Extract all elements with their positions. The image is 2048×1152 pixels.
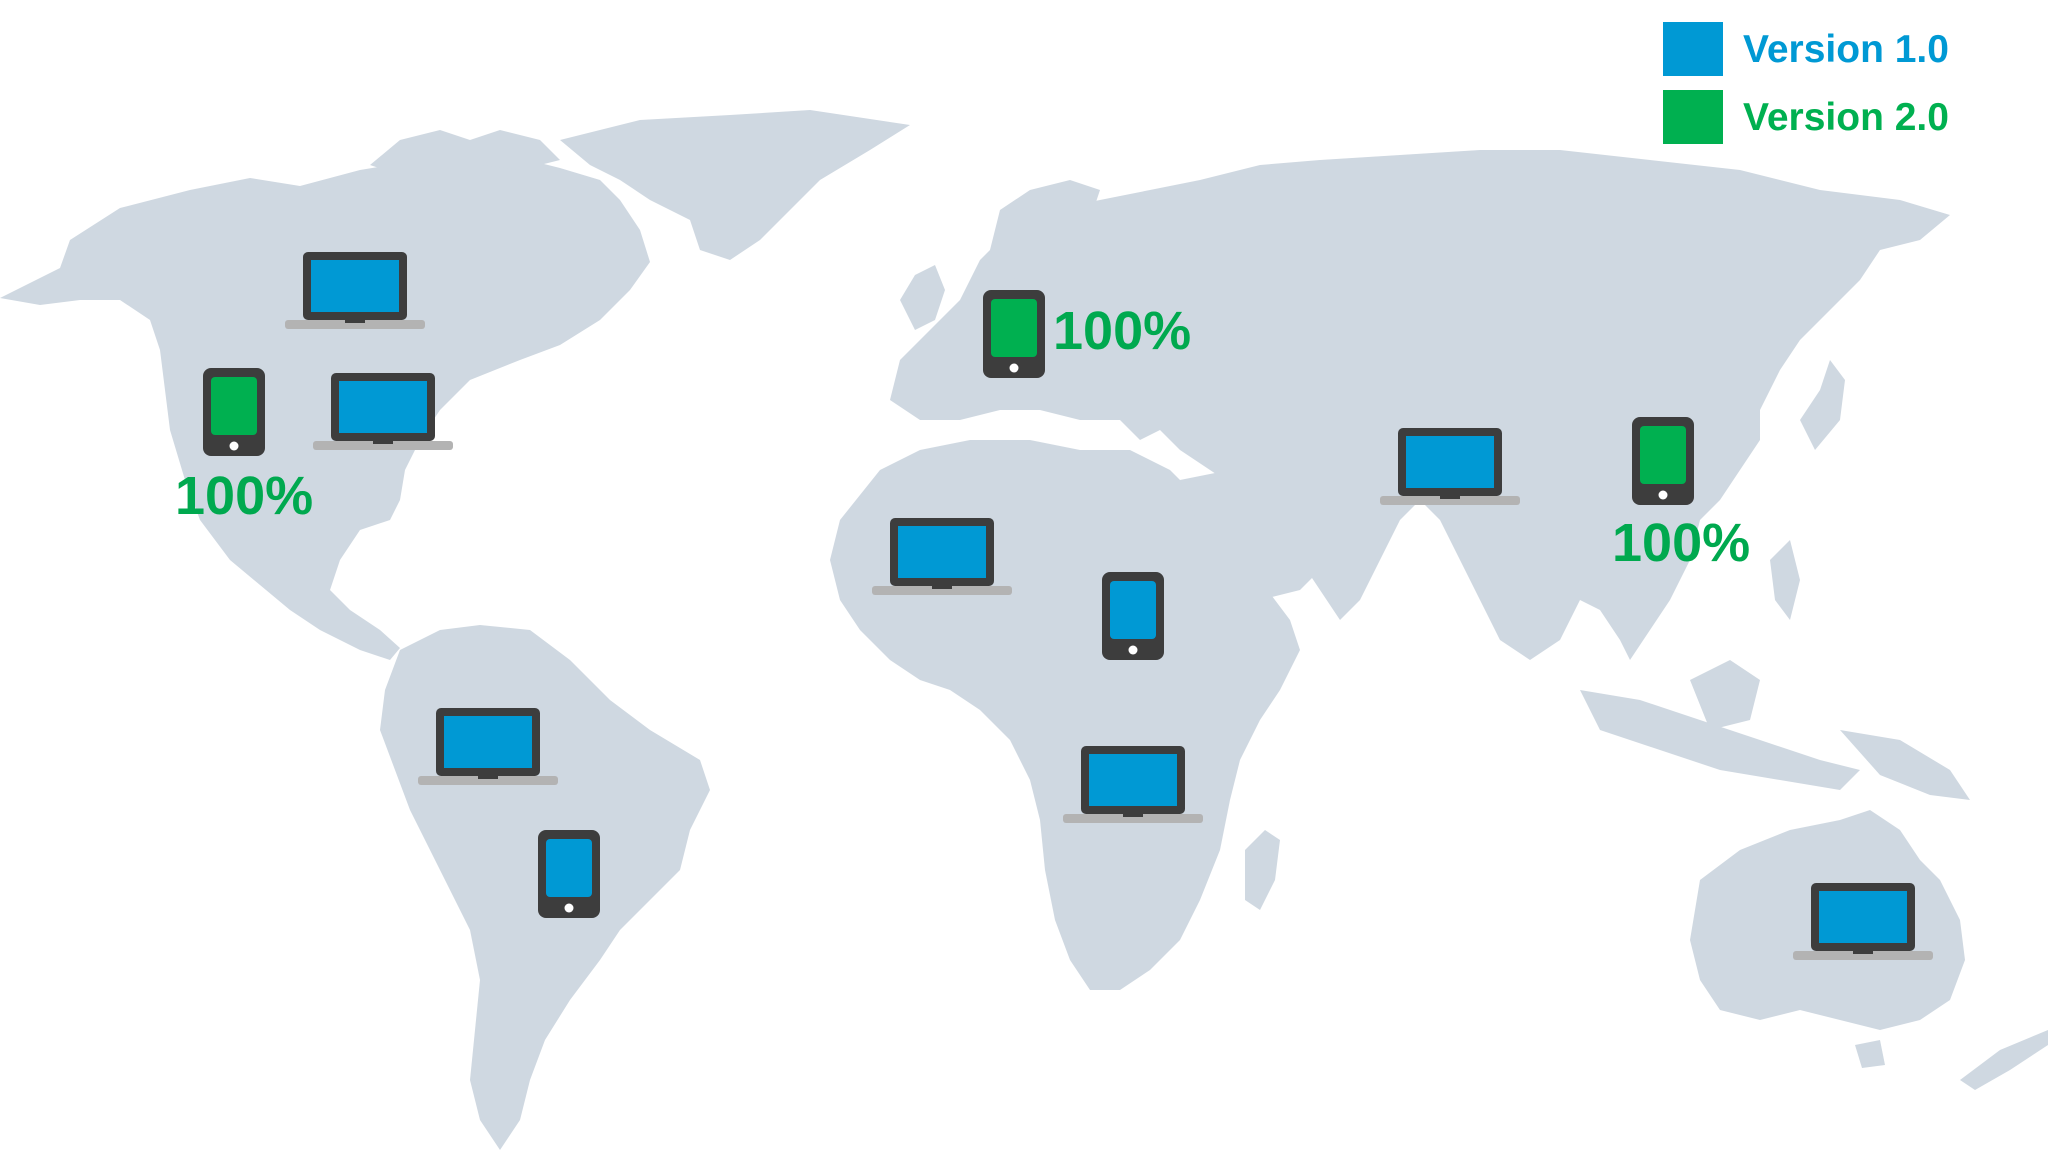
tablet-icon [203, 368, 265, 456]
madagascar-landmass [1245, 830, 1280, 910]
eurasia-landmass [890, 150, 1950, 660]
percent-label-asia: 100% [1612, 513, 1751, 573]
laptop-icon [418, 708, 558, 785]
tablet-icon [1632, 417, 1694, 505]
arabian-peninsula-landmass [1180, 470, 1330, 600]
laptop-icon [1793, 883, 1933, 960]
legend-swatch-v2 [1663, 90, 1723, 144]
laptop-icon [1063, 746, 1203, 823]
laptop-icon [872, 518, 1012, 595]
legend-label-v2: Version 2.0 [1743, 96, 1949, 139]
legend-label-v1: Version 1.0 [1743, 28, 1949, 71]
borneo-landmass [1690, 660, 1760, 730]
new-guinea-landmass [1840, 730, 1970, 800]
tablet-icon [983, 290, 1045, 378]
laptop-icon [285, 252, 425, 329]
percent-label-europe: 100% [1053, 301, 1192, 361]
philippines-landmass [1770, 540, 1800, 620]
north-america-landmass [0, 150, 650, 660]
legend-swatch-v1 [1663, 22, 1723, 76]
arctic-islands-landmass [370, 130, 560, 175]
tasmania-landmass [1855, 1040, 1885, 1068]
indonesia-landmass [1580, 690, 1860, 790]
percent-label-north-america: 100% [175, 466, 314, 526]
japan-landmass [1800, 360, 1845, 450]
tablet-icon [1102, 572, 1164, 660]
british-isles-landmass [900, 265, 945, 330]
greenland-landmass [560, 110, 910, 260]
new-zealand-landmass [1960, 1030, 2048, 1090]
scandinavia-landmass [990, 180, 1100, 280]
laptop-icon [1380, 428, 1520, 505]
laptop-icon [313, 373, 453, 450]
tablet-icon [538, 830, 600, 918]
